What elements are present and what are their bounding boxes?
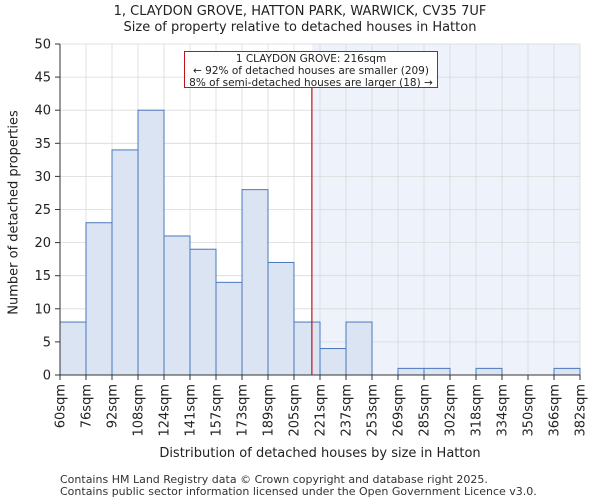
x-tick-label: 302sqm xyxy=(444,384,459,437)
x-tick-label: 124sqm xyxy=(158,384,173,437)
bar xyxy=(553,367,581,376)
bar xyxy=(345,321,373,376)
y-tick-label: 10 xyxy=(34,302,51,317)
x-tick-label: 350sqm xyxy=(522,384,537,437)
bar xyxy=(215,281,243,376)
footer-line-2: Contains public sector information licen… xyxy=(60,485,537,498)
bar xyxy=(163,235,191,376)
x-tick-label: 253sqm xyxy=(366,384,381,437)
x-tick-label: 221sqm xyxy=(314,384,329,437)
x-tick-label: 382sqm xyxy=(574,384,589,437)
x-axis-label: Distribution of detached houses by size … xyxy=(159,446,481,461)
bar xyxy=(475,367,503,376)
x-tick-label: 334sqm xyxy=(496,384,511,437)
bar xyxy=(423,367,451,376)
y-tick-label: 15 xyxy=(34,269,51,284)
y-tick-label: 35 xyxy=(34,137,51,152)
footer-line-1: Contains HM Land Registry data © Crown c… xyxy=(60,473,488,486)
x-tick-label: 366sqm xyxy=(548,384,563,437)
x-tick-label: 92sqm xyxy=(106,384,121,428)
y-tick-label: 45 xyxy=(34,71,51,86)
x-tick-label: 76sqm xyxy=(80,384,95,428)
annotation-line-2: ← 92% of detached houses are smaller (20… xyxy=(193,65,429,77)
chart-subtitle: Size of property relative to detached ho… xyxy=(123,20,477,35)
x-tick-label: 157sqm xyxy=(210,384,225,437)
x-tick-label: 173sqm xyxy=(236,384,251,437)
x-tick-label: 237sqm xyxy=(340,384,355,437)
y-tick-label: 5 xyxy=(43,335,51,350)
y-axis-label: Number of detached properties xyxy=(6,109,22,315)
bar xyxy=(59,321,87,376)
x-tick-label: 205sqm xyxy=(288,384,303,437)
bar xyxy=(267,261,295,376)
x-tick-label: 108sqm xyxy=(132,384,147,437)
bar xyxy=(241,189,269,376)
bar xyxy=(137,109,165,376)
y-tick-label: 20 xyxy=(34,236,51,251)
bar xyxy=(85,222,113,376)
x-tick-label: 285sqm xyxy=(418,384,433,437)
y-tick-label: 30 xyxy=(34,170,51,185)
x-tick-label: 60sqm xyxy=(54,384,69,428)
bar xyxy=(319,348,347,376)
bar xyxy=(189,248,217,376)
annotation-line-3: 8% of semi-detached houses are larger (1… xyxy=(189,77,433,89)
x-tick-label: 318sqm xyxy=(470,384,485,437)
y-tick-label: 40 xyxy=(34,104,51,119)
y-tick-label: 0 xyxy=(43,369,51,384)
annotation-line-1: 1 CLAYDON GROVE: 216sqm xyxy=(235,53,387,65)
x-tick-label: 189sqm xyxy=(262,384,277,437)
marker-annotation: 1 CLAYDON GROVE: 216sqm ← 92% of detache… xyxy=(184,51,438,89)
x-tick-label: 141sqm xyxy=(184,384,199,437)
x-tick-label: 269sqm xyxy=(392,384,407,437)
bar xyxy=(111,149,139,376)
chart-title: 1, CLAYDON GROVE, HATTON PARK, WARWICK, … xyxy=(113,4,487,19)
y-tick-label: 25 xyxy=(34,203,51,218)
bar xyxy=(397,367,425,376)
bar xyxy=(293,321,321,376)
y-tick-label: 50 xyxy=(34,38,51,53)
